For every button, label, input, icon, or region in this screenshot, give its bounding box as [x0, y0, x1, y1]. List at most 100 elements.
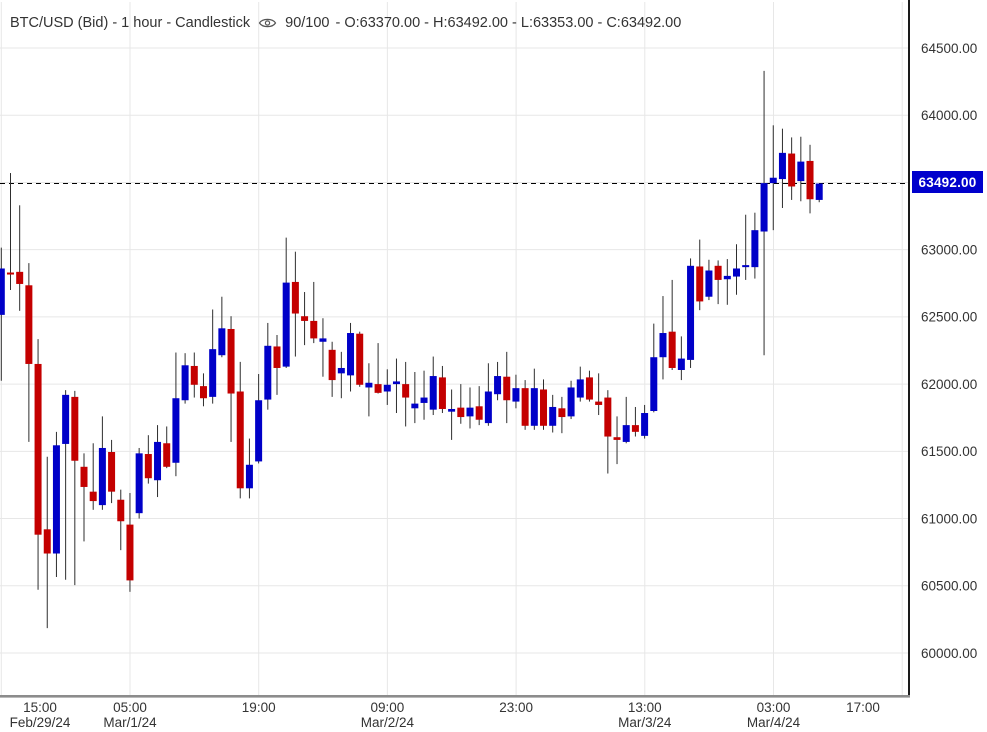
- candle-up: [52, 445, 60, 554]
- candle-up: [466, 407, 474, 417]
- candle-down: [806, 160, 814, 200]
- price-axis-label: 62500.00: [921, 310, 977, 325]
- candle-down: [475, 406, 483, 420]
- date-axis-label: Mar/2/24: [361, 715, 415, 730]
- candle-up: [181, 365, 189, 401]
- chart-title-symbol: BTC/USD (Bid) - 1 hour - Candlestick: [10, 15, 251, 31]
- candle-down: [540, 389, 548, 426]
- candle-up: [622, 425, 630, 442]
- candle-down: [356, 333, 364, 385]
- candle-down: [144, 454, 152, 479]
- candle-up: [797, 161, 805, 182]
- candle-up: [484, 391, 492, 424]
- candle-up: [365, 382, 373, 388]
- candle-down: [310, 320, 318, 339]
- candle-up: [549, 406, 557, 426]
- candle-down: [301, 316, 309, 321]
- candle-up: [448, 408, 456, 412]
- candle-up: [411, 403, 419, 409]
- candle-up: [815, 183, 823, 200]
- price-axis-label: 64000.00: [921, 108, 977, 123]
- candle-up: [392, 381, 400, 385]
- candle-down: [25, 285, 33, 364]
- visible-candles-counter: 90/100: [285, 15, 330, 31]
- price-axis-label: 64500.00: [921, 41, 977, 56]
- candle-up: [687, 265, 695, 360]
- candle-down: [199, 386, 207, 399]
- candle-down: [595, 401, 603, 405]
- candle-down: [503, 376, 511, 401]
- candle-up: [733, 268, 740, 277]
- time-axis-label: 03:00: [757, 700, 791, 715]
- price-axis-label: 62000.00: [921, 377, 977, 392]
- candle-up: [769, 177, 777, 184]
- candle-down: [71, 396, 79, 461]
- candle-up: [567, 387, 575, 417]
- candle-up: [650, 357, 658, 411]
- candle-up: [0, 268, 5, 315]
- candle-down: [438, 377, 446, 409]
- candle-up: [420, 397, 428, 403]
- candle-up: [530, 388, 538, 426]
- candle-down: [631, 425, 639, 432]
- candle-up: [760, 183, 768, 232]
- candle-up: [429, 376, 437, 410]
- time-axis-label: 17:00: [846, 700, 880, 715]
- candle-down: [89, 491, 97, 502]
- time-axis-label: 09:00: [371, 700, 405, 715]
- candle-down: [227, 328, 235, 394]
- candle-up: [347, 333, 355, 376]
- date-axis-label: Mar/4/24: [747, 715, 801, 730]
- candle-up: [282, 282, 290, 367]
- candle-down: [457, 407, 465, 418]
- candle-up: [264, 345, 272, 400]
- chart-title: BTC/USD (Bid) - 1 hour - Candlestick 90/…: [10, 13, 681, 33]
- candle-down: [585, 377, 593, 400]
- candle-down: [696, 266, 704, 302]
- candle-down: [190, 365, 198, 385]
- candle-up: [245, 464, 253, 489]
- candle-up: [255, 400, 263, 462]
- candle-down: [163, 443, 171, 467]
- candle-up: [512, 388, 520, 402]
- candle-up: [218, 328, 226, 356]
- candle-up: [319, 338, 327, 342]
- price-axis-label: 63000.00: [921, 242, 977, 257]
- candle-down: [16, 271, 24, 284]
- time-axis-label: 05:00: [113, 700, 147, 715]
- time-axis-line[interactable]: [0, 695, 910, 698]
- candles[interactable]: [0, 70, 823, 629]
- candle-up: [209, 349, 217, 397]
- candle-down: [108, 452, 116, 492]
- candle-up: [172, 398, 180, 463]
- time-axis-label: 19:00: [242, 700, 276, 715]
- date-axis-label: Mar/3/24: [618, 715, 672, 730]
- candle-down: [402, 384, 410, 398]
- price-axis-line[interactable]: [908, 0, 910, 697]
- candle-down: [604, 397, 612, 437]
- candle-down: [788, 153, 796, 187]
- price-axis-label: 61500.00: [921, 444, 977, 459]
- candle-down: [34, 363, 42, 535]
- candle-down: [328, 349, 336, 381]
- candle-down: [668, 331, 676, 368]
- candle-up: [677, 358, 685, 370]
- candle-up: [154, 441, 162, 481]
- candle-down: [521, 388, 529, 426]
- candle-down: [291, 281, 299, 314]
- candle-down: [613, 437, 621, 440]
- time-axis-label: 13:00: [628, 700, 662, 715]
- candle-down: [374, 384, 382, 393]
- candle-down: [126, 524, 134, 581]
- candle-down: [273, 346, 281, 368]
- candle-up: [98, 447, 106, 506]
- candle-up: [723, 275, 731, 280]
- date-axis-label: Mar/1/24: [103, 715, 157, 730]
- candle-up: [659, 333, 667, 358]
- candle-up: [576, 379, 584, 398]
- candle-up: [705, 270, 713, 297]
- candle-up: [383, 384, 391, 392]
- chart-title-ohlc: - O:63370.00 - H:63492.00 - L:63353.00 -…: [335, 15, 682, 31]
